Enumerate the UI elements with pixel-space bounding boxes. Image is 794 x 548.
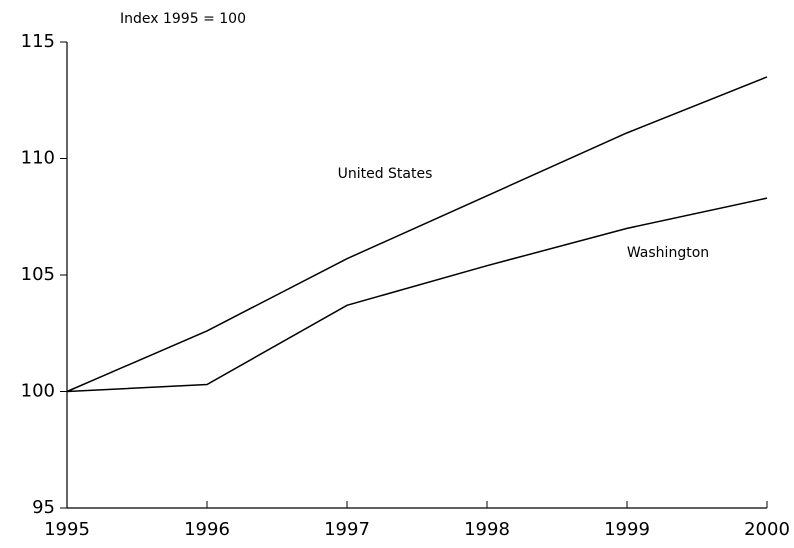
series-line [66,76,768,393]
y-tick-label: 115 [21,31,55,52]
y-tick-label: 110 [21,148,55,169]
series-line [66,197,768,393]
x-tick-label: 1997 [324,519,370,540]
x-tick-label: 1998 [464,519,510,540]
y-tick-label: 95 [32,497,55,518]
y-tick-label: 105 [21,264,55,285]
x-tick-label: 1996 [184,519,230,540]
x-tick-label: 2000 [744,519,790,540]
y-tick-label: 100 [21,381,55,402]
series-label: United States [338,166,433,182]
x-tick-label: 1999 [604,519,650,540]
x-tick-label: 1995 [44,519,90,540]
series-label: Washington [627,245,709,261]
y-axis-label: Index 1995 = 100 [120,11,246,27]
